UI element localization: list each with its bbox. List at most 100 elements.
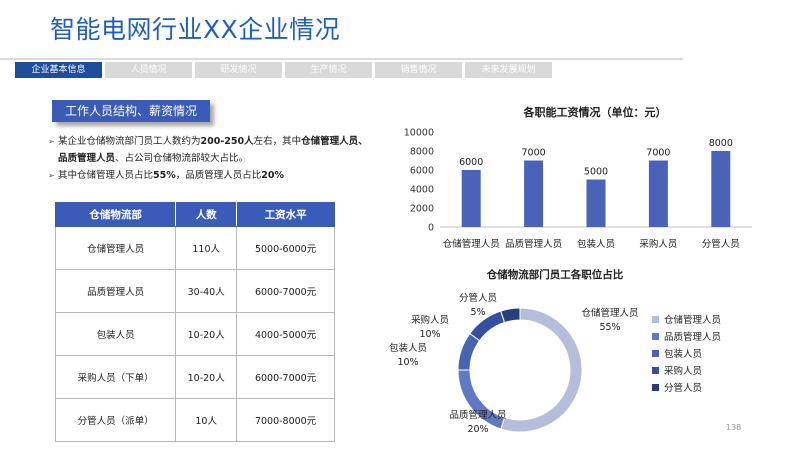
column-header: 仓储物流部 (54, 202, 177, 227)
legend-label: 采购人员 (664, 365, 702, 377)
tab-production[interactable]: 生产情况 (285, 62, 372, 78)
table-row: 采购人员（下单） 10-20人 6000-7000元 (54, 355, 335, 399)
bullet-text-bold: 200-250人 (200, 136, 254, 147)
legend-label: 分管人员 (664, 382, 702, 394)
bar (711, 151, 731, 227)
chart-title: 各职能工资情况（单位：元） (523, 105, 667, 119)
column-header: 人数 (175, 202, 238, 227)
bullet-item: ➢ 其中仓储管理人员占比55%，品质管理人员占比20% (48, 167, 368, 184)
table-cell: 30-40人 (175, 269, 238, 313)
bar (524, 160, 544, 227)
slice-value-label: 10% (397, 357, 418, 368)
slice-label: 仓储管理人员 (581, 307, 638, 319)
bullet-item: ➢ 某企业仓储物流部门员工人数约为200-250人左右，其中仓储管理人员、品质管… (48, 133, 368, 167)
table-cell: 品质管理人员 (54, 269, 177, 313)
tab-sales[interactable]: 销售情况 (375, 62, 462, 78)
y-tick-label: 4000 (410, 185, 434, 196)
table-cell: 110人 (175, 226, 238, 270)
bullet-text-bold: 55% (153, 170, 176, 181)
table-cell: 10-20人 (175, 312, 238, 356)
x-tick-label: 采购人员 (639, 238, 677, 250)
table-cell: 7000-8000元 (236, 398, 335, 442)
bullet-text-run: 、占公司仓储物流部较大占比。 (115, 153, 249, 164)
x-tick-label: 仓储管理人员 (443, 238, 500, 250)
tab-company-info[interactable]: 企业基本信息 (15, 62, 102, 78)
salary-bar-chart: 各职能工资情况（单位：元） 0 2000 4000 6000 8000 10000 6000 仓… (404, 105, 752, 250)
bar-value-label: 8000 (709, 138, 733, 149)
table-cell: 5000-6000元 (236, 226, 335, 270)
slice-value-label: 55% (599, 322, 620, 333)
table-cell: 6000-7000元 (236, 269, 335, 313)
table-header-row: 仓储物流部 人数 工资水平 (54, 202, 335, 227)
column-header: 工资水平 (236, 202, 335, 227)
legend-swatch (652, 350, 659, 357)
table-cell: 4000-5000元 (236, 312, 335, 356)
header-divider (0, 58, 683, 60)
staff-salary-table: 仓储物流部 人数 工资水平 仓储管理人员 110人 5000-6000元 品质管… (54, 202, 335, 442)
bar-value-label: 6000 (459, 157, 483, 168)
table-row: 仓储管理人员 110人 5000-6000元 (54, 226, 335, 270)
y-tick-label: 0 (428, 223, 434, 234)
slice-value-label: 10% (419, 329, 440, 340)
donut-slice (500, 307, 583, 433)
chart-title: 仓储物流部门员工各职位占比 (486, 268, 624, 281)
slice-label: 品质管理人员 (449, 409, 506, 421)
bar-value-label: 7000 (646, 148, 670, 159)
bullet-text: 某企业仓储物流部门员工人数约为200-250人左右，其中仓储管理人员、品质管理人… (58, 133, 368, 167)
bullet-list: ➢ 某企业仓储物流部门员工人数约为200-250人左右，其中仓储管理人员、品质管… (48, 133, 368, 184)
table-cell: 分管人员（派单） (54, 398, 177, 442)
bullet-text-run: 其中仓储管理人员占比 (58, 170, 154, 181)
bar-value-label: 5000 (584, 167, 608, 178)
arrow-bullet-icon: ➢ (48, 137, 55, 146)
slice-label: 分管人员 (459, 292, 497, 304)
y-tick-label: 10000 (404, 128, 434, 139)
table-cell: 6000-7000元 (236, 355, 335, 399)
section-tabs: 企业基本信息 人员情况 研发情况 生产情况 销售情况 未来发展规划 (15, 62, 552, 78)
x-tick-label: 分管人员 (702, 238, 740, 250)
table-cell: 仓储管理人员 (54, 226, 177, 270)
bar (586, 179, 606, 227)
slice-label: 包装人员 (389, 342, 427, 354)
bullet-text-run: 某企业仓储物流部门员工人数约为 (58, 136, 201, 147)
table-row: 分管人员（派单） 10人 7000-8000元 (54, 398, 335, 442)
legend-label: 包装人员 (664, 348, 702, 360)
bar (461, 170, 481, 227)
x-tick-label: 品质管理人员 (505, 238, 562, 250)
bar (648, 160, 668, 227)
bar-value-label: 7000 (522, 148, 546, 159)
legend-swatch (652, 316, 659, 323)
table-cell: 10人 (175, 398, 238, 442)
section-subheading: 工作人员结构、薪资情况 (52, 100, 210, 122)
table-row: 品质管理人员 30-40人 6000-7000元 (54, 269, 335, 313)
legend-label: 品质管理人员 (664, 331, 721, 343)
tab-rnd[interactable]: 研发情况 (195, 62, 282, 78)
bullet-text-run: 左右，其中 (253, 136, 302, 147)
y-tick-label: 6000 (410, 166, 434, 177)
tab-future-plan[interactable]: 未来发展规划 (465, 62, 552, 78)
slice-value-label: 5% (470, 307, 485, 318)
slice-value-label: 20% (467, 424, 488, 435)
arrow-bullet-icon: ➢ (48, 171, 55, 180)
legend-label: 仓储管理人员 (664, 314, 721, 326)
y-tick-label: 8000 (410, 147, 434, 158)
page-number: 138 (726, 423, 742, 432)
legend-swatch (652, 384, 659, 391)
bullet-text-run: ，品质管理人员占比 (175, 170, 262, 181)
x-tick-label: 包装人员 (577, 238, 615, 250)
legend-swatch (652, 367, 659, 374)
slice-label: 采购人员 (411, 314, 449, 326)
page-title: 智能电网行业XX企业情况 (50, 15, 341, 44)
bullet-text: 其中仓储管理人员占比55%，品质管理人员占比20% (58, 167, 284, 184)
legend-swatch (652, 333, 659, 340)
y-tick-label: 2000 (410, 204, 434, 215)
donut-slice (457, 332, 481, 371)
table-cell: 采购人员（下单） (54, 355, 177, 399)
donut-slice (500, 307, 521, 324)
table-row: 包装人员 10-20人 4000-5000元 (54, 312, 335, 356)
table-cell: 包装人员 (54, 312, 177, 356)
bullet-text-bold: 20% (261, 170, 285, 181)
tab-personnel[interactable]: 人员情况 (105, 62, 192, 78)
table-cell: 10-20人 (175, 355, 238, 399)
bullet-text-bold: 仓储管理人员、品质管理人员 (58, 136, 368, 164)
